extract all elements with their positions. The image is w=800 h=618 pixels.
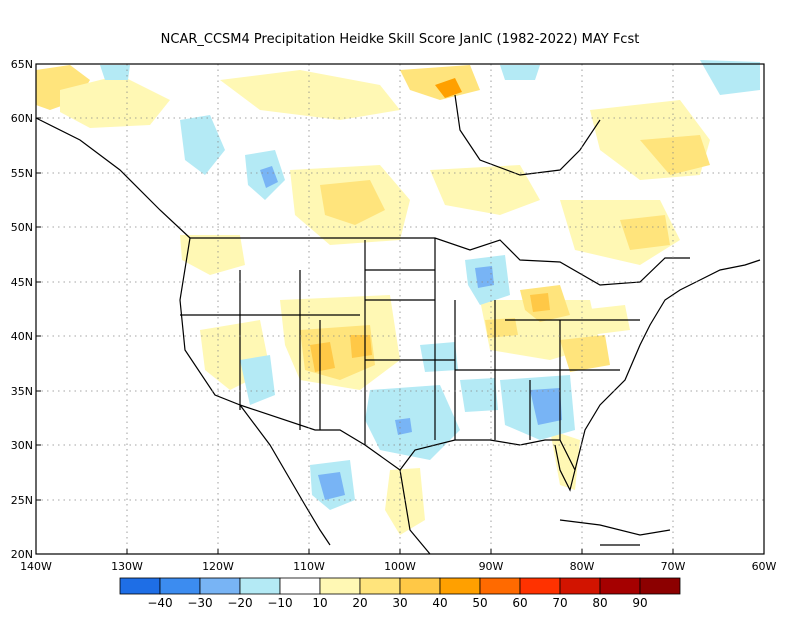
positive-region-nwt xyxy=(220,70,400,120)
negative-peak-texas xyxy=(395,418,412,435)
positive-peak-four-corners xyxy=(310,342,335,372)
colorbar-label: 60 xyxy=(512,596,527,610)
colorbar-swatch xyxy=(399,577,441,595)
positive-region-ontario xyxy=(430,165,540,215)
lat-label: 55N xyxy=(11,167,33,180)
negative-region-southwest xyxy=(240,355,275,405)
positive-peak-hudson xyxy=(435,78,462,98)
positive-region-ne-canada xyxy=(620,215,670,250)
colorbar-swatch xyxy=(319,577,361,595)
positive-peak-michigan xyxy=(530,293,550,312)
gulf-coast xyxy=(399,439,576,492)
colorbar-label: 50 xyxy=(472,596,487,610)
colorbar-label: 70 xyxy=(552,596,567,610)
lon-label: 60W xyxy=(752,560,777,573)
negative-region-baffin xyxy=(500,65,540,80)
colorbar-label: 30 xyxy=(392,596,407,610)
atlantic-coast xyxy=(574,259,761,471)
map-panel: 65N 60N 55N 50N 45N 40N 35N 30N 25N 20N … xyxy=(11,58,777,573)
colorbar-legend: −40 −30 −20 −10 10 20 30 40 50 60 70 80 90 xyxy=(119,577,681,610)
us-mexico-border xyxy=(239,404,401,471)
colorbar-swatch xyxy=(639,577,681,595)
alaska-panhandle xyxy=(35,117,191,239)
colorbar-label: 10 xyxy=(312,596,327,610)
colorbar-label: −20 xyxy=(227,596,252,610)
colorbar-label: 40 xyxy=(432,596,447,610)
mexico-east-coast xyxy=(399,469,431,555)
lon-label: 90W xyxy=(479,560,504,573)
lon-label: 80W xyxy=(570,560,595,573)
positive-region-prairies-core xyxy=(320,180,385,225)
negative-region-bc xyxy=(180,115,225,175)
colorbar-swatch xyxy=(239,577,281,595)
graticule xyxy=(36,64,764,554)
negative-peak-georgia xyxy=(530,388,562,425)
lat-label: 40N xyxy=(11,330,33,343)
caribbean-islands xyxy=(559,519,671,546)
negative-region-southern-plains xyxy=(365,385,460,460)
lat-label: 20N xyxy=(11,548,33,561)
lat-label: 25N xyxy=(11,494,33,507)
latitude-labels: 65N 60N 55N 50N 45N 40N 35N 30N 25N 20N xyxy=(11,58,33,561)
lat-label: 30N xyxy=(11,439,33,452)
colorbar-swatch xyxy=(279,577,321,595)
colorbar-swatch xyxy=(559,577,601,595)
colorbar-swatch xyxy=(439,577,481,595)
colorbar-swatch xyxy=(159,577,201,595)
colorbar-swatch xyxy=(199,577,241,595)
lat-label: 65N xyxy=(11,58,33,71)
state-line-1 xyxy=(180,238,640,445)
colorbar-label: −30 xyxy=(187,596,212,610)
positive-peak-colorado xyxy=(350,335,372,358)
colorbar-swatch xyxy=(519,577,561,595)
colorbar-label: 80 xyxy=(592,596,607,610)
colorbar-label: −40 xyxy=(147,596,172,610)
lon-label: 70W xyxy=(661,560,686,573)
colorbar-label: 20 xyxy=(352,596,367,610)
canada-us-border xyxy=(190,237,690,286)
lon-label: 140W xyxy=(20,560,52,573)
political-boundaries xyxy=(35,94,761,555)
negative-peak-alberta xyxy=(260,166,278,188)
negative-region-kansas xyxy=(420,342,458,372)
colorbar-swatch xyxy=(119,577,161,595)
lon-label: 130W xyxy=(111,560,143,573)
positive-region-florida xyxy=(550,430,580,490)
colorbar-swatch xyxy=(479,577,521,595)
positive-region-ohio xyxy=(485,318,518,338)
lon-label: 110W xyxy=(293,560,325,573)
colorbar-label: 90 xyxy=(632,596,647,610)
positive-region-appalachia xyxy=(560,335,610,372)
map-title: NCAR_CCSM4 Precipitation Heidke Skill Sc… xyxy=(161,32,640,47)
negative-peak-mexico-west xyxy=(318,472,345,500)
positive-region-yukon xyxy=(60,75,170,128)
negative-region-north-yukon xyxy=(100,65,130,80)
tick-marks xyxy=(35,63,765,555)
lat-label: 35N xyxy=(11,385,33,398)
colorbar-label: −10 xyxy=(267,596,292,610)
negative-region-mid-south xyxy=(460,378,498,412)
lat-label: 45N xyxy=(11,276,33,289)
lat-label: 50N xyxy=(11,221,33,234)
negative-region-quebec-east xyxy=(700,60,760,95)
lon-label: 100W xyxy=(384,560,416,573)
skill-shading xyxy=(36,60,760,535)
positive-region-labrador xyxy=(640,135,710,175)
colorbar-swatch xyxy=(599,577,641,595)
longitude-labels: 140W 130W 120W 110W 100W 90W 80W 70W 60W xyxy=(20,560,776,573)
negative-peak-minnesota xyxy=(475,266,494,288)
positive-region-maritimes xyxy=(560,200,680,265)
hudson-bay-coast xyxy=(454,94,601,176)
positive-region-pacific-nw xyxy=(180,235,245,275)
colorbar-swatch xyxy=(359,577,401,595)
lon-label: 120W xyxy=(202,560,234,573)
lat-label: 60N xyxy=(11,112,33,125)
